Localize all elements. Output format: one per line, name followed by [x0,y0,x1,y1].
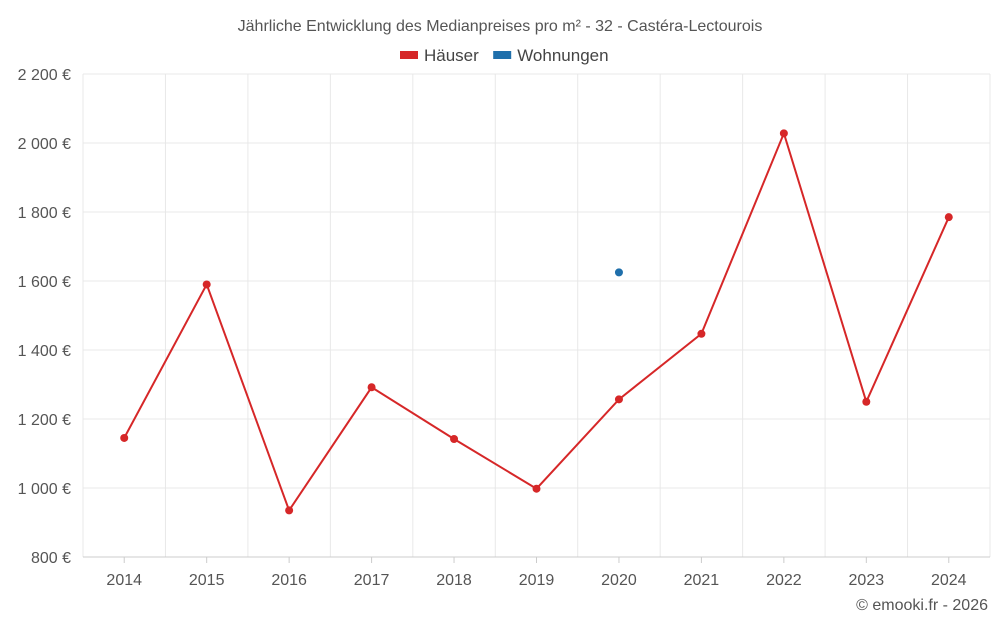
data-point-wohnungen[interactable] [614,268,623,277]
data-point-h-user[interactable] [202,280,211,289]
data-point-h-user[interactable] [285,506,294,515]
legend-swatch [400,51,418,59]
data-point-h-user[interactable] [697,329,706,338]
x-tick-label: 2023 [849,572,885,589]
y-tick-label: 1 800 € [18,205,71,222]
data-point-h-user[interactable] [532,484,541,493]
data-point-h-user[interactable] [120,433,129,442]
legend-swatch [493,51,512,59]
y-axis: 800 € 1 000 € 1 200 € 1 400 € 1 600 € 1 800 €… [18,67,71,567]
x-tick-label: 2018 [436,572,472,589]
y-tick-label: 2 000 € [18,136,71,153]
legend-label: Häuser [424,46,479,65]
chart-legend: Häuser Wohnungen [400,46,609,65]
y-tick-label: 1 400 € [18,343,71,360]
data-point-h-user[interactable] [779,129,788,138]
x-axis: 2014 2015 2016 2017 2018 2019 2020 2021 2022 2023… [83,556,990,589]
y-tick-label: 1 200 € [18,412,71,429]
data-point-h-user[interactable] [944,213,953,222]
x-tick-label: 2020 [601,572,637,589]
x-tick-label: 2015 [189,572,225,589]
legend-item-wohnungen[interactable]: Wohnungen [493,46,609,65]
y-tick-label: 1 600 € [18,274,71,291]
series-layer [120,129,953,515]
legend-item-h-user[interactable]: Häuser [400,46,479,65]
grid-lines [82,73,991,557]
y-tick-label: 2 200 € [18,67,71,84]
x-tick-label: 2016 [271,572,307,589]
y-tick-label: 800 € [31,550,71,567]
x-tick-label: 2017 [354,572,390,589]
y-tick-label: 1 000 € [18,481,71,498]
data-point-h-user[interactable] [367,383,376,392]
data-point-h-user[interactable] [862,397,871,406]
data-point-h-user[interactable] [450,435,459,444]
chart-title: Jährliche Entwicklung des Medianpreises … [238,18,763,35]
x-tick-label: 2021 [684,572,720,589]
x-tick-label: 2019 [519,572,555,589]
credit-text: © emooki.fr - 2026 [856,597,988,614]
legend-label: Wohnungen [517,46,608,65]
x-tick-label: 2014 [106,572,142,589]
x-tick-label: 2022 [766,572,802,589]
x-tick-label: 2024 [931,572,967,589]
data-point-h-user[interactable] [614,395,623,404]
